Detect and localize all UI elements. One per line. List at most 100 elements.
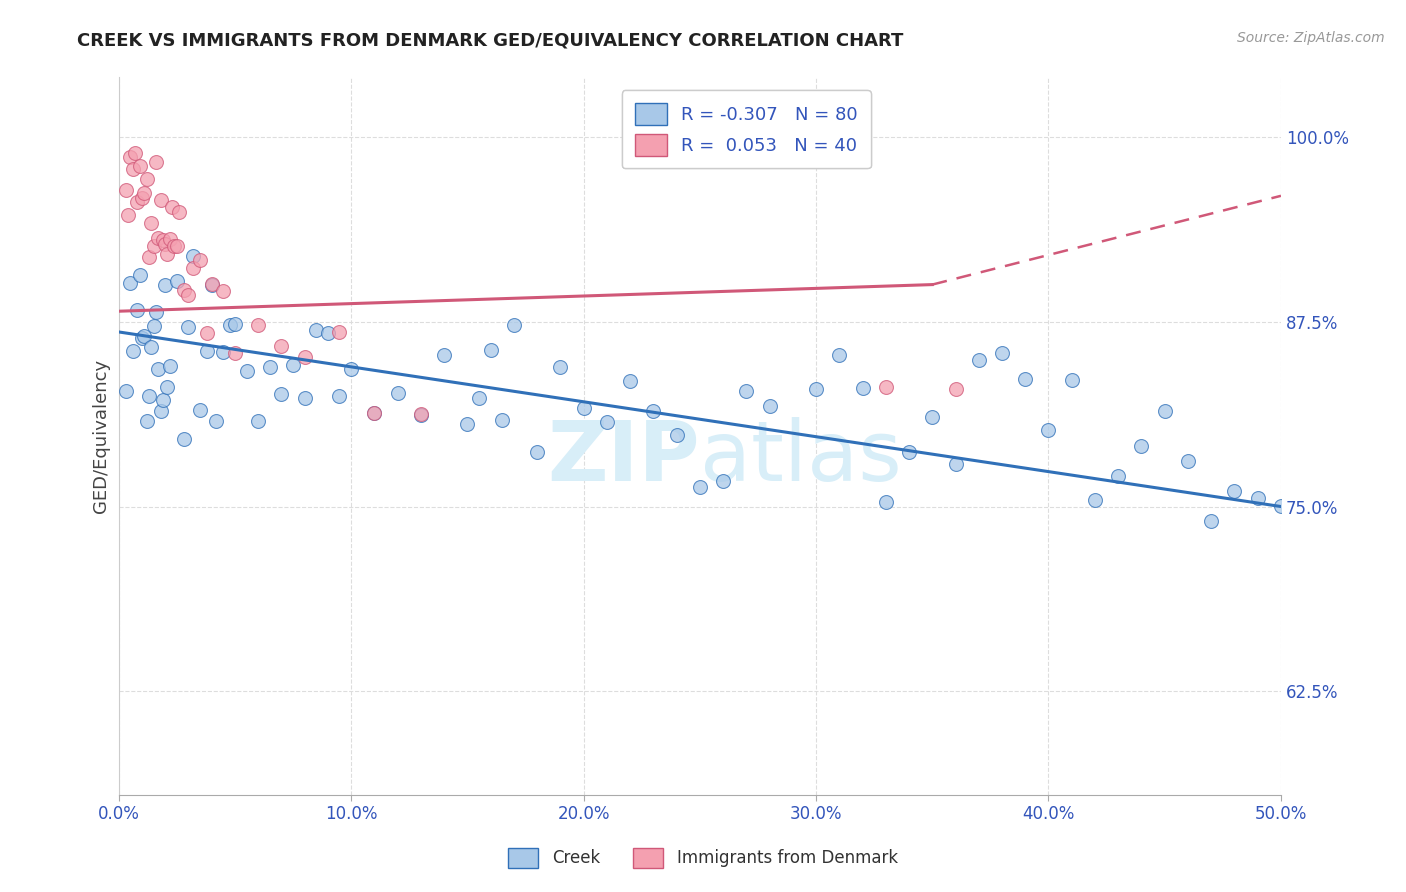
Point: [804, 382, 827, 396]
Point: [224, 317, 246, 331]
Point: [138, 250, 160, 264]
Point: [153, 277, 176, 292]
Point: [758, 400, 780, 414]
Point: [619, 374, 641, 388]
Point: [643, 404, 665, 418]
Point: [1014, 372, 1036, 386]
Point: [945, 457, 967, 471]
Point: [479, 343, 502, 357]
Point: [124, 146, 146, 161]
Point: [502, 318, 524, 332]
Legend: R = -0.307   N = 80, R =  0.053   N = 40: R = -0.307 N = 80, R = 0.053 N = 40: [621, 90, 870, 169]
Point: [121, 343, 143, 358]
Point: [212, 344, 235, 359]
Point: [212, 284, 235, 298]
Point: [363, 406, 385, 420]
Point: [340, 362, 363, 376]
Point: [134, 186, 156, 200]
Point: [991, 345, 1014, 359]
Text: Source: ZipAtlas.com: Source: ZipAtlas.com: [1237, 31, 1385, 45]
Point: [149, 404, 172, 418]
Point: [328, 389, 350, 403]
Point: [247, 414, 270, 428]
Text: CREEK VS IMMIGRANTS FROM DENMARK GED/EQUIVALENCY CORRELATION CHART: CREEK VS IMMIGRANTS FROM DENMARK GED/EQU…: [77, 31, 904, 49]
Point: [665, 427, 688, 442]
Point: [270, 339, 292, 353]
Point: [1177, 454, 1199, 468]
Point: [131, 191, 153, 205]
Point: [134, 329, 156, 343]
Point: [468, 391, 491, 405]
Point: [596, 415, 619, 429]
Point: [114, 183, 136, 197]
Point: [166, 239, 188, 253]
Point: [152, 393, 174, 408]
Point: [114, 384, 136, 398]
Point: [1199, 514, 1222, 528]
Point: [153, 237, 176, 252]
Point: [167, 205, 190, 219]
Point: [224, 346, 246, 360]
Point: [735, 384, 758, 398]
Point: [135, 172, 157, 186]
Point: [281, 358, 304, 372]
Point: [294, 391, 316, 405]
Point: [117, 208, 139, 222]
Point: [128, 159, 150, 173]
Point: [1084, 493, 1107, 508]
Point: [1223, 483, 1246, 498]
Point: [201, 277, 224, 292]
Point: [149, 194, 172, 208]
Point: [195, 343, 218, 358]
Point: [235, 364, 257, 378]
Point: [152, 234, 174, 248]
Point: [851, 381, 873, 395]
Point: [1060, 373, 1083, 387]
Point: [270, 387, 292, 401]
Point: [219, 318, 242, 333]
Point: [181, 260, 204, 275]
Text: atlas: atlas: [700, 417, 901, 499]
Point: [128, 268, 150, 282]
Point: [1270, 500, 1292, 514]
Point: [828, 348, 851, 362]
Point: [173, 432, 195, 446]
Point: [145, 155, 167, 169]
Point: [166, 274, 188, 288]
Point: [120, 150, 142, 164]
Point: [148, 231, 170, 245]
Point: [572, 401, 595, 416]
Point: [526, 445, 548, 459]
Point: [1107, 468, 1129, 483]
Point: [205, 414, 228, 428]
Point: [188, 252, 211, 267]
Point: [945, 382, 967, 396]
Point: [127, 303, 149, 318]
Y-axis label: GED/Equivalency: GED/Equivalency: [93, 359, 110, 513]
Point: [550, 359, 572, 374]
Point: [159, 359, 181, 374]
Point: [898, 445, 921, 459]
Point: [491, 413, 513, 427]
Point: [127, 195, 149, 210]
Point: [328, 325, 350, 339]
Point: [159, 232, 181, 246]
Point: [163, 239, 186, 253]
Point: [135, 414, 157, 428]
Point: [156, 380, 179, 394]
Point: [142, 319, 165, 334]
Point: [409, 408, 432, 422]
Point: [195, 326, 218, 340]
Point: [409, 407, 432, 421]
Point: [141, 216, 163, 230]
Point: [363, 406, 385, 420]
Point: [921, 410, 943, 425]
Point: [148, 362, 170, 376]
Point: [875, 495, 897, 509]
Point: [142, 239, 165, 253]
Point: [188, 402, 211, 417]
Point: [387, 385, 409, 400]
Point: [433, 348, 456, 362]
Legend: Creek, Immigrants from Denmark: Creek, Immigrants from Denmark: [502, 841, 904, 875]
Point: [294, 350, 316, 364]
